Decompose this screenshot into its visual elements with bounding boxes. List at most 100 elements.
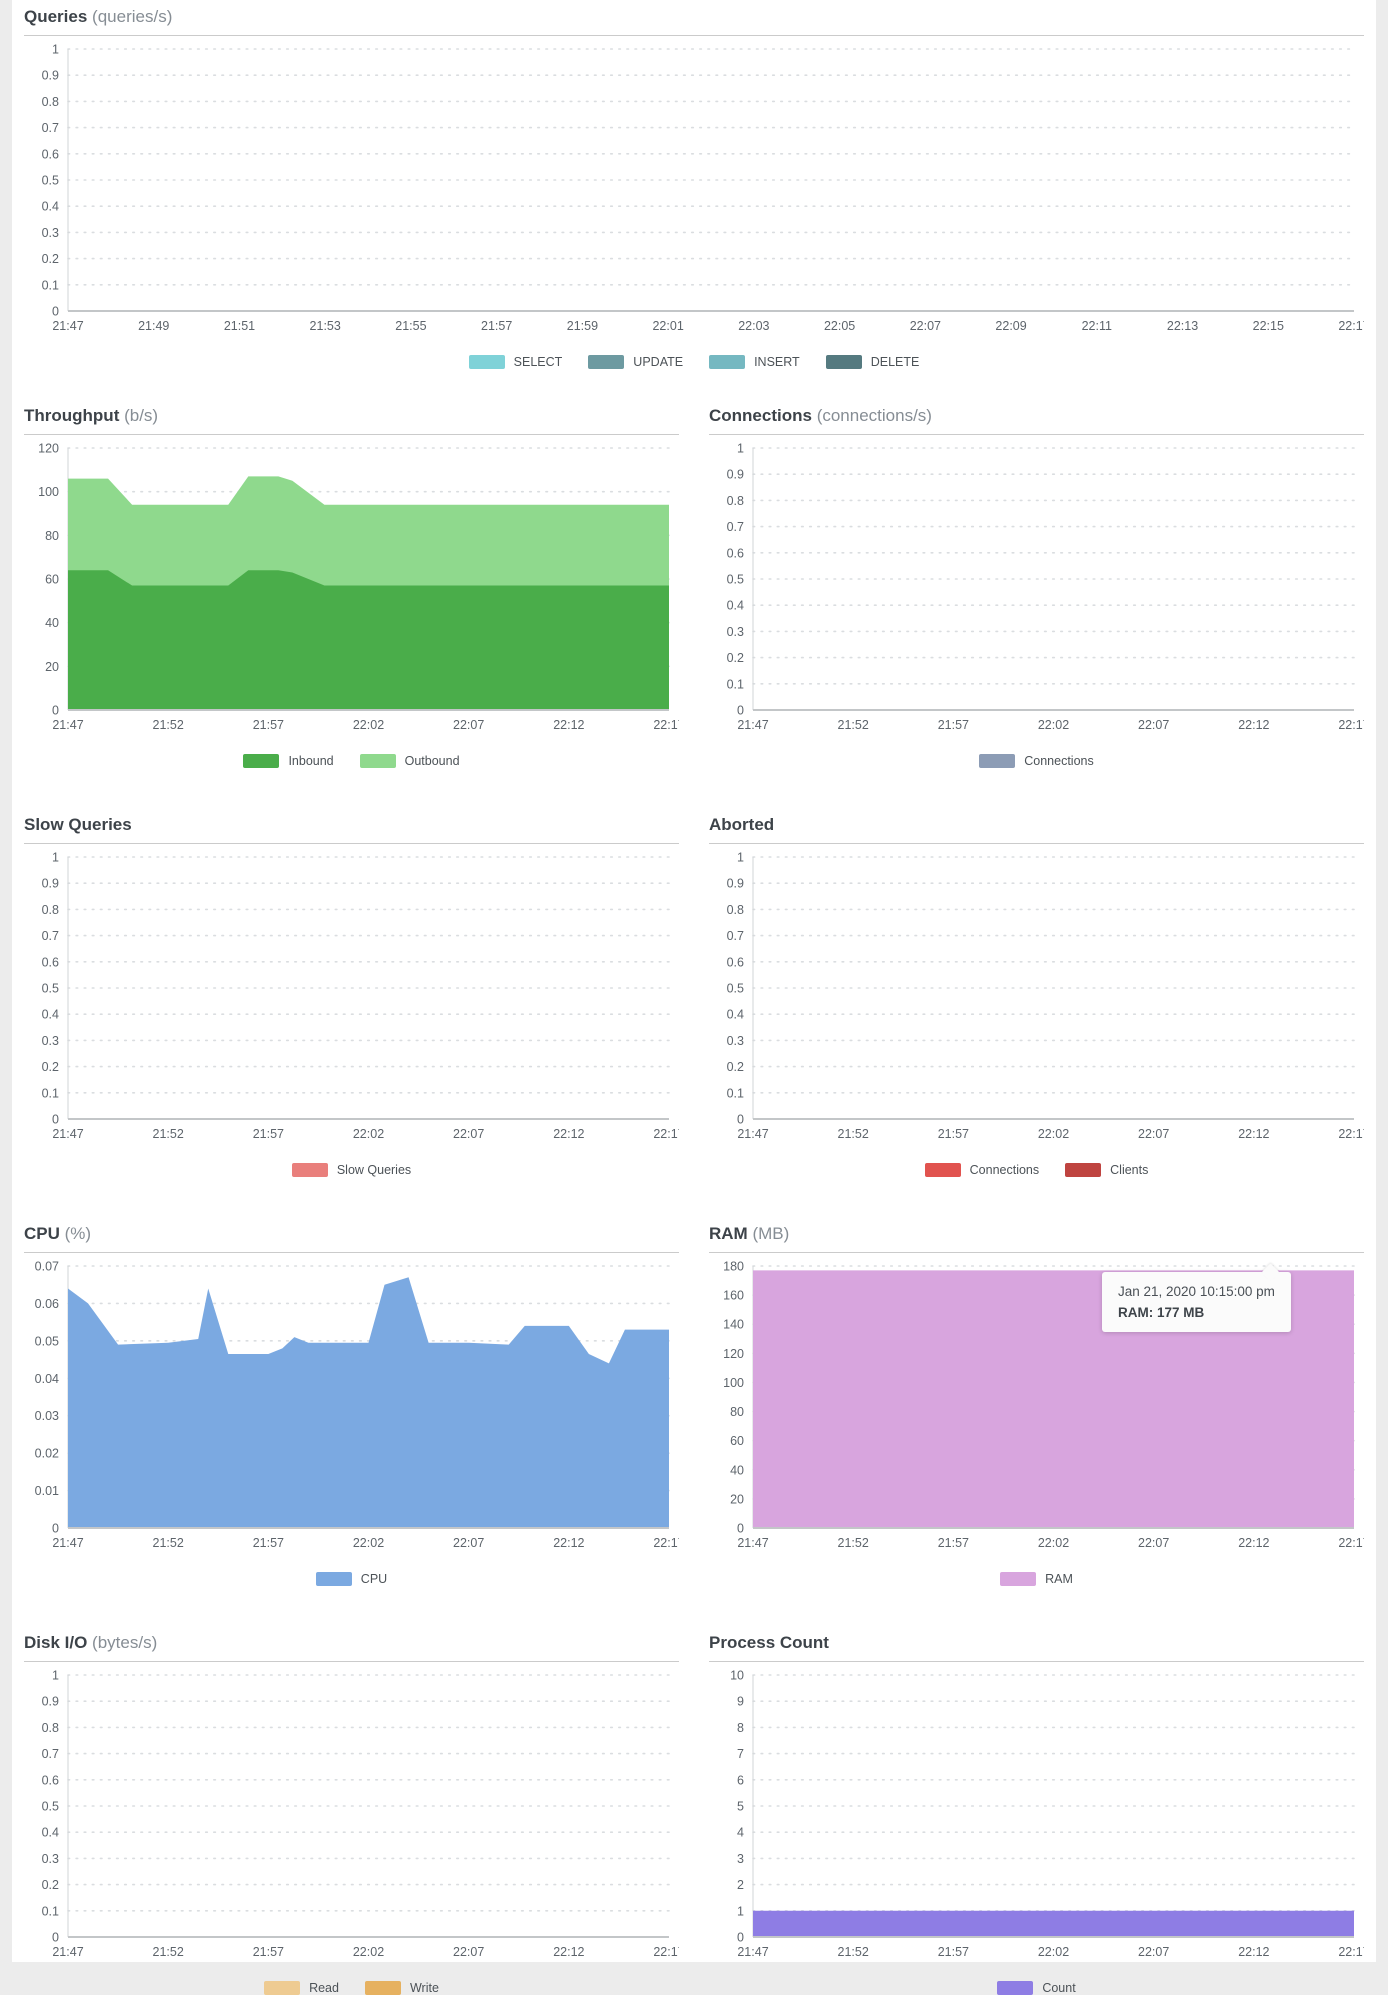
svg-text:22:02: 22:02 — [353, 718, 384, 732]
svg-text:0.9: 0.9 — [727, 877, 744, 891]
throughput-chart[interactable]: 120 100 80 60 40 20 0 21:47 21:52 21:57 22:02 22:07… — [24, 440, 685, 741]
legend-swatch — [1065, 1162, 1102, 1177]
svg-text:0.7: 0.7 — [727, 929, 744, 943]
svg-text:0.8: 0.8 — [42, 1721, 59, 1735]
svg-text:0.1: 0.1 — [42, 278, 59, 292]
svg-text:7: 7 — [737, 1747, 744, 1761]
legend-item-insert[interactable]: INSERT — [709, 354, 800, 369]
ram-canvas[interactable]: 180 160 140 120 100 80 60 40 20 021:47 21:52 21:57 2… — [709, 1258, 1370, 1554]
svg-text:0.3: 0.3 — [42, 226, 59, 240]
svg-text:21:57: 21:57 — [938, 1536, 969, 1550]
throughput-canvas[interactable]: 120 100 80 60 40 20 021:47 21:52 21:57 22:02 22:07… — [24, 440, 685, 736]
svg-text:22:07: 22:07 — [1138, 1945, 1169, 1959]
legend-item-update[interactable]: UPDATE — [588, 354, 683, 369]
svg-text:0.4: 0.4 — [42, 1008, 59, 1022]
legend-swatch — [468, 354, 505, 369]
legend-swatch — [997, 1980, 1034, 1995]
title-divider — [24, 1252, 679, 1253]
aborted-chart[interactable]: 1 0.9 0.8 0.7 0.6 0.5 0.4 0.3 0.2 0.1 0 21:47 21:52 2… — [709, 849, 1370, 1150]
svg-text:22:12: 22:12 — [553, 1127, 584, 1141]
connections-chart[interactable]: 1 0.9 0.8 0.7 0.6 0.5 0.4 0.3 0.2 0.1 0 21:47 21:52 2… — [709, 440, 1370, 741]
svg-text:0: 0 — [52, 1113, 59, 1127]
legend-item-connections[interactable]: Connections — [924, 1162, 1039, 1177]
title-divider — [24, 434, 679, 435]
svg-text:0.9: 0.9 — [42, 877, 59, 891]
svg-text:21:52: 21:52 — [153, 1127, 184, 1141]
connections-canvas[interactable]: 1 0.9 0.8 0.7 0.6 0.5 0.4 0.3 0.2 0.1 021:47 21:52 2… — [709, 440, 1370, 736]
svg-text:22:02: 22:02 — [1038, 718, 1069, 732]
slow-queries-canvas[interactable]: 1 0.9 0.8 0.7 0.6 0.5 0.4 0.3 0.2 0.1 021:47 21:52 2… — [24, 849, 685, 1145]
svg-text:5: 5 — [737, 1800, 744, 1814]
svg-text:22:17: 22:17 — [1338, 1945, 1364, 1959]
svg-text:21:47: 21:47 — [737, 1127, 768, 1141]
svg-text:140: 140 — [723, 1318, 744, 1332]
panel-title-text: Aborted — [709, 815, 775, 834]
panel-title: Throughput (b/s) — [24, 405, 679, 426]
queries-canvas[interactable]: 1 0.9 0.8 0.7 0.6 0.5 0.4 0.3 0.2 0.1 021:47 21:49 2… — [24, 41, 1370, 337]
svg-text:22:07: 22:07 — [453, 1945, 484, 1959]
cpu-chart[interactable]: 0.07 0.06 0.05 0.04 0.03 0.02 0.01 0 21:47 21:52 2… — [24, 1258, 685, 1559]
svg-text:21:47: 21:47 — [737, 1536, 768, 1550]
svg-text:21:47: 21:47 — [737, 718, 768, 732]
svg-text:21:57: 21:57 — [938, 1945, 969, 1959]
svg-text:0.04: 0.04 — [35, 1372, 59, 1386]
disk-io-canvas[interactable]: 1 0.9 0.8 0.7 0.6 0.5 0.4 0.3 0.2 0.1 021:47 21:52 2… — [24, 1667, 685, 1963]
legend-item-outbound[interactable]: Outbound — [359, 753, 460, 768]
svg-text:22:02: 22:02 — [353, 1945, 384, 1959]
panel-title-unit: (b/s) — [124, 406, 159, 425]
slow-queries-legend: Slow Queries — [24, 1162, 679, 1177]
ram-panel: RAM (MB) Jan 21, 2020 10:15:00 pm RAM: 1… — [709, 1223, 1370, 1586]
svg-text:100: 100 — [38, 485, 59, 499]
svg-text:22:02: 22:02 — [1038, 1945, 1069, 1959]
legend-item-ram[interactable]: RAM — [1000, 1571, 1073, 1586]
legend-label: Slow Queries — [336, 1162, 412, 1177]
legend-item-connections[interactable]: Connections — [979, 753, 1094, 768]
svg-text:4: 4 — [737, 1826, 744, 1840]
svg-text:21:57: 21:57 — [253, 1536, 284, 1550]
svg-text:21:52: 21:52 — [153, 1536, 184, 1550]
legend-item-count[interactable]: Count — [997, 1980, 1076, 1995]
cpu-canvas[interactable]: 0.07 0.06 0.05 0.04 0.03 0.02 0.01 021:47 21:52 2… — [24, 1258, 685, 1554]
svg-text:0: 0 — [737, 1522, 744, 1536]
legend-item-cpu[interactable]: CPU — [315, 1571, 388, 1586]
ram-chart[interactable]: Jan 21, 2020 10:15:00 pm RAM: 177 MB 180… — [709, 1258, 1370, 1559]
queries-chart[interactable]: 1 0.9 0.8 0.7 0.6 0.5 0.4 0.3 0.2 0.1 0 21:47 21:49 2… — [24, 41, 1370, 342]
title-divider — [24, 1661, 679, 1662]
process-count-panel: Process Count 10 9 8 7 6 5 4 3 2 1 0 21:47 21:52 21:5… — [709, 1632, 1370, 1995]
legend-label: CPU — [360, 1571, 388, 1586]
svg-text:22:12: 22:12 — [553, 718, 584, 732]
legend-item-delete[interactable]: DELETE — [825, 354, 920, 369]
legend-swatch — [359, 753, 396, 768]
process-count-chart[interactable]: 10 9 8 7 6 5 4 3 2 1 0 21:47 21:52 21:57 22:02 22:07 22:… — [709, 1667, 1370, 1968]
legend-item-slow-queries[interactable]: Slow Queries — [291, 1162, 412, 1177]
throughput-panel: Throughput (b/s) 120 100 80 60 40 20 0 21:47 21:… — [24, 405, 685, 768]
legend-item-read[interactable]: Read — [264, 1980, 339, 1995]
legend-swatch — [243, 753, 280, 768]
svg-text:1: 1 — [52, 851, 59, 865]
svg-text:0.6: 0.6 — [727, 546, 744, 560]
svg-text:0.2: 0.2 — [727, 651, 744, 665]
legend-item-select[interactable]: SELECT — [468, 354, 562, 369]
cpu-panel: CPU (%) 0.07 0.06 0.05 0.04 0.03 0.02 0.01 0 21:… — [24, 1223, 685, 1586]
svg-text:22:12: 22:12 — [553, 1536, 584, 1550]
svg-text:22:12: 22:12 — [1238, 1127, 1269, 1141]
svg-text:0.6: 0.6 — [42, 147, 59, 161]
svg-text:0.4: 0.4 — [727, 599, 744, 613]
legend-item-clients[interactable]: Clients — [1065, 1162, 1148, 1177]
ram-legend: RAM — [709, 1571, 1364, 1586]
panel-title-unit: (bytes/s) — [92, 1633, 158, 1652]
legend-label: Outbound — [404, 753, 460, 768]
legend-item-inbound[interactable]: Inbound — [243, 753, 334, 768]
legend-swatch — [364, 1980, 401, 1995]
svg-text:22:02: 22:02 — [1038, 1127, 1069, 1141]
disk-io-chart[interactable]: 1 0.9 0.8 0.7 0.6 0.5 0.4 0.3 0.2 0.1 0 21:47 21:52 2… — [24, 1667, 685, 1968]
legend-swatch — [924, 1162, 961, 1177]
aborted-canvas[interactable]: 1 0.9 0.8 0.7 0.6 0.5 0.4 0.3 0.2 0.1 021:47 21:52 2… — [709, 849, 1370, 1145]
legend-swatch — [825, 354, 862, 369]
slow-queries-chart[interactable]: 1 0.9 0.8 0.7 0.6 0.5 0.4 0.3 0.2 0.1 0 21:47 21:52 2… — [24, 849, 685, 1150]
panel-title-text: CPU — [24, 1224, 60, 1243]
legend-item-write[interactable]: Write — [364, 1980, 439, 1995]
legend-label: DELETE — [870, 354, 920, 369]
svg-text:0.4: 0.4 — [42, 1826, 59, 1840]
